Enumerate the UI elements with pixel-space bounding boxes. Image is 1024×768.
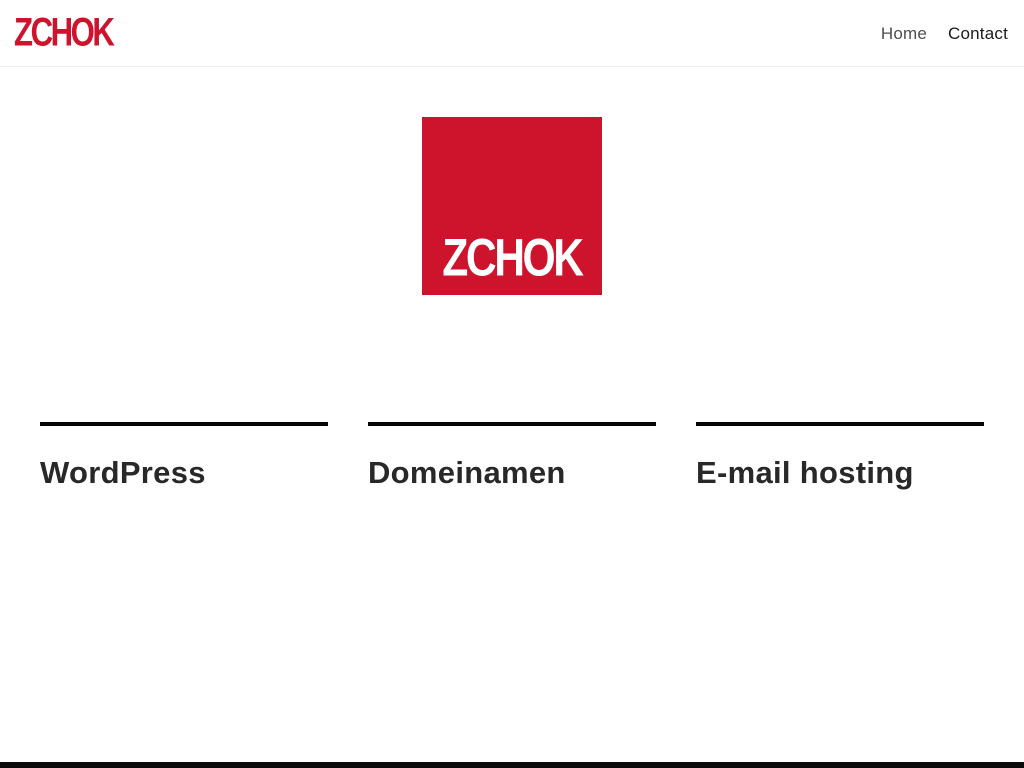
service-title-email-hosting: E-mail hosting bbox=[696, 455, 914, 490]
service-column-wordpress: WordPress bbox=[40, 422, 328, 490]
service-column-email-hosting: E-mail hosting bbox=[696, 422, 984, 490]
main-nav: Home Contact bbox=[881, 25, 1008, 42]
service-title-domeinamen: Domeinamen bbox=[368, 455, 566, 490]
site-header: ZCHOK Home Contact bbox=[0, 0, 1024, 67]
services-section: WordPress Domeinamen E-mail hosting bbox=[40, 422, 984, 490]
main-content: ZCHOK WordPress Domeinamen E-mail hostin… bbox=[0, 117, 1024, 490]
footer-bar bbox=[0, 762, 1024, 768]
hero-logo-text: ZCHOK bbox=[442, 228, 584, 288]
service-title-wordpress: WordPress bbox=[40, 455, 206, 490]
service-column-domeinamen: Domeinamen bbox=[368, 422, 656, 490]
hero-logo: ZCHOK bbox=[422, 117, 602, 295]
site-logo[interactable]: ZCHOK bbox=[14, 10, 115, 56]
nav-item-home[interactable]: Home bbox=[880, 23, 927, 43]
nav-item-contact[interactable]: Contact bbox=[948, 23, 1008, 43]
